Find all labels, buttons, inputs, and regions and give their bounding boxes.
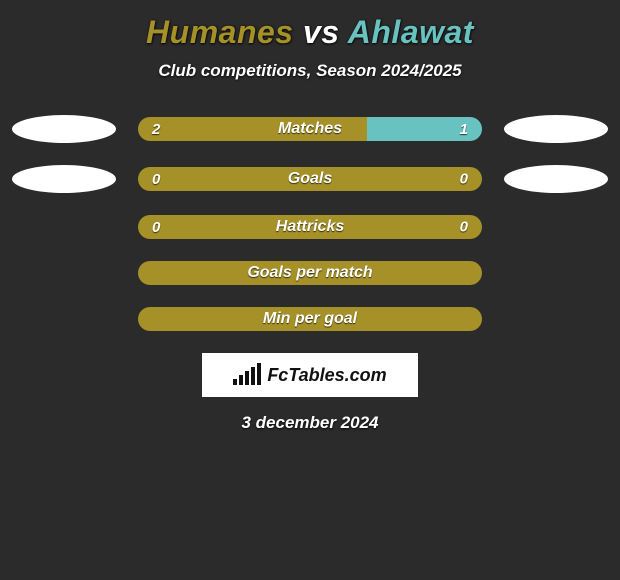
stat-row: 00Hattricks [0,215,620,239]
brand-badge: FcTables.com [202,353,418,397]
stat-row: 00Goals [0,165,620,193]
stat-rows: 21Matches00Goals00HattricksGoals per mat… [0,115,620,331]
subtitle-text: Club competitions, Season 2024/2025 [0,61,620,115]
title-player1: Humanes [146,14,294,50]
avatar-placeholder-left [12,165,116,193]
title-player2: Ahlawat [348,14,474,50]
date-text: 3 december 2024 [0,413,620,433]
avatar-placeholder-right [504,115,608,143]
stat-label: Min per goal [263,310,357,328]
stat-bar: 21Matches [138,117,482,141]
page-title: Humanes vs Ahlawat [0,8,620,61]
stat-right-segment: 1 [367,117,482,141]
stat-right-value: 0 [460,171,468,188]
comparison-card: Humanes vs Ahlawat Club competitions, Se… [0,0,620,433]
stat-bar: Min per goal [138,307,482,331]
stat-bar: 00Goals [138,167,482,191]
avatar-placeholder-right [504,165,608,193]
stat-bar: Goals per match [138,261,482,285]
brand-text: FcTables.com [267,365,386,386]
stat-row: 21Matches [0,115,620,143]
stat-row: Goals per match [0,261,620,285]
avatar-placeholder-left [12,115,116,143]
stat-label: Goals per match [247,264,372,282]
stat-bar: 00Hattricks [138,215,482,239]
stat-label: Goals [288,170,332,188]
stat-label: Hattricks [276,218,344,236]
title-vs: vs [303,14,340,50]
stat-label: Matches [278,120,342,138]
stat-row: Min per goal [0,307,620,331]
stat-right-value: 0 [460,219,468,236]
brand-bars-icon [233,365,261,385]
